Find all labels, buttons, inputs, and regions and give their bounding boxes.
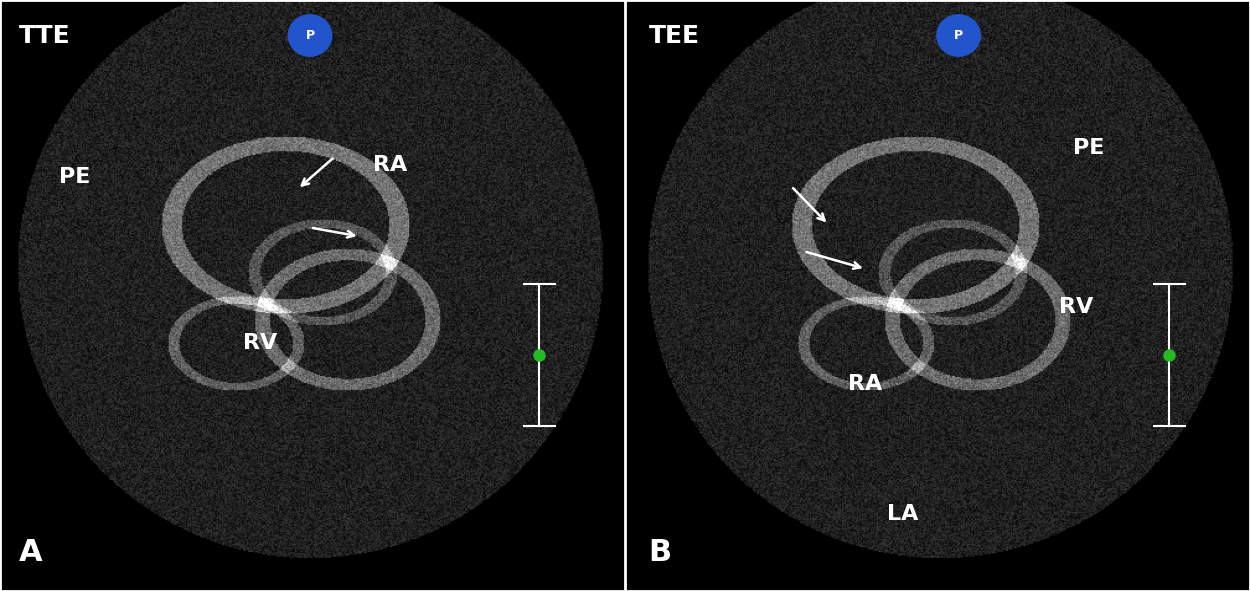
Text: P: P xyxy=(305,29,315,42)
Text: PE: PE xyxy=(1072,138,1105,158)
Text: P: P xyxy=(954,29,964,42)
Circle shape xyxy=(289,15,331,56)
Text: TTE: TTE xyxy=(19,24,70,48)
Text: RA: RA xyxy=(374,155,408,176)
Text: RA: RA xyxy=(849,374,882,394)
Circle shape xyxy=(938,15,980,56)
Text: LA: LA xyxy=(888,504,919,524)
Text: A: A xyxy=(19,538,42,567)
Text: RV: RV xyxy=(244,333,278,353)
Text: PE: PE xyxy=(59,167,90,187)
Text: RV: RV xyxy=(1059,297,1094,317)
Text: TEE: TEE xyxy=(649,24,700,48)
Text: B: B xyxy=(649,538,671,567)
